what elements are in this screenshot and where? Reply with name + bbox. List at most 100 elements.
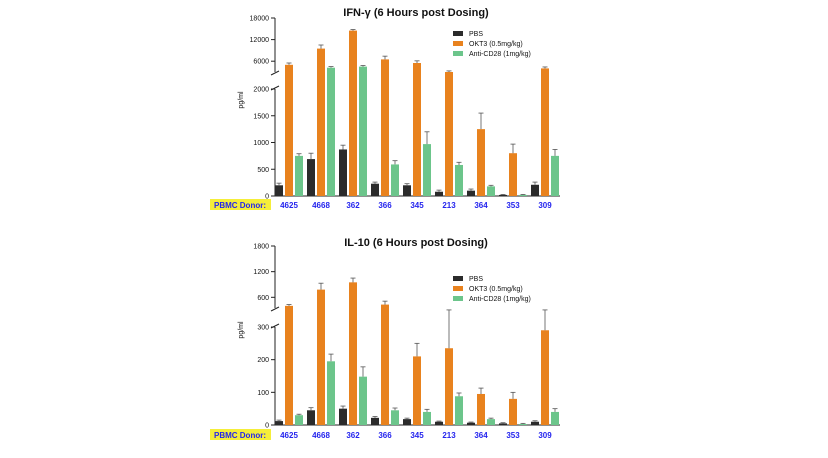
bar-pbs	[371, 417, 379, 425]
x-axis-label: PBMC Donor:	[214, 431, 266, 440]
x-tick-label: 4668	[312, 431, 330, 440]
bar-anti-cd28	[455, 396, 463, 425]
x-tick-label: 364	[474, 201, 488, 210]
bar-anti-cd28	[359, 66, 367, 196]
bar-pbs	[339, 149, 347, 196]
bar-okt3	[509, 398, 517, 425]
legend-label-anti-cd28: Anti-CD28 (1mg/kg)	[469, 296, 531, 303]
bar-anti-cd28	[519, 194, 527, 196]
bar-okt3	[413, 356, 421, 425]
bar-pbs	[275, 421, 283, 425]
bar-pbs	[307, 159, 315, 196]
bar-okt3	[509, 153, 517, 196]
il-10-chart: IL-10 (6 Hours post Dosing) pg/ml 0 100 200 3…	[210, 237, 560, 440]
x-tick-label: 345	[410, 431, 424, 440]
x-tick-label: 4625	[280, 201, 298, 210]
bar-okt3	[477, 129, 485, 196]
bar-pbs	[403, 185, 411, 196]
x-tick-label: 366	[378, 431, 392, 440]
legend-swatch-anti-cd28	[453, 51, 463, 56]
legend-swatch-okt3	[453, 286, 463, 291]
y-tick-label: 1200	[253, 269, 269, 276]
bar-anti-cd28	[327, 361, 335, 425]
x-tick-label: 4668	[312, 201, 330, 210]
bar-pbs	[467, 190, 475, 196]
bar-okt3	[381, 59, 389, 197]
bar-okt3	[541, 68, 549, 196]
bar-okt3	[445, 348, 453, 425]
bar-pbs	[435, 191, 443, 196]
bar-pbs	[499, 194, 507, 196]
bar-anti-cd28	[487, 186, 495, 196]
legend-swatch-anti-cd28	[453, 296, 463, 301]
bar-okt3	[285, 305, 293, 425]
legend-label-pbs: PBS	[469, 276, 483, 283]
axis-break-mark	[270, 70, 280, 76]
y-tick-label: 500	[257, 167, 269, 174]
x-tick-label: 345	[410, 201, 424, 210]
bar-anti-cd28	[455, 164, 463, 196]
y-tick-label: 1500	[253, 113, 269, 120]
x-tick-label: 4625	[280, 431, 298, 440]
bar-okt3	[381, 304, 389, 425]
bar-okt3	[349, 30, 357, 196]
legend-label-okt3: OKT3 (0.5mg/kg)	[469, 41, 523, 48]
y-axis-label: pg/ml	[238, 91, 245, 109]
bar-okt3	[445, 72, 453, 196]
bar-okt3	[477, 393, 485, 425]
bar-anti-cd28	[359, 376, 367, 425]
y-tick-label: 0	[265, 423, 269, 430]
bar-anti-cd28	[327, 67, 335, 197]
bar-anti-cd28	[391, 410, 399, 425]
bar-pbs	[275, 185, 283, 196]
bar-pbs	[371, 183, 379, 196]
y-tick-label: 100	[257, 390, 269, 397]
y-tick-label: 600	[257, 295, 269, 302]
bar-anti-cd28	[391, 164, 399, 196]
y-tick-label: 300	[257, 325, 269, 332]
x-tick-label: 213	[442, 431, 456, 440]
bar-pbs	[467, 422, 475, 425]
x-tick-label: 362	[346, 431, 360, 440]
y-tick-label: 2000	[253, 87, 269, 94]
x-tick-label: 353	[506, 201, 520, 210]
legend-label-okt3: OKT3 (0.5mg/kg)	[469, 286, 523, 293]
x-tick-label: 309	[538, 431, 552, 440]
bar-anti-cd28	[551, 155, 559, 196]
y-axis-label: pg/ml	[238, 321, 245, 339]
bar-pbs	[307, 410, 315, 425]
bar-anti-cd28	[423, 411, 431, 425]
bar-pbs	[531, 421, 539, 425]
bar-anti-cd28	[487, 419, 495, 425]
bar-okt3	[349, 282, 357, 425]
legend-label-anti-cd28: Anti-CD28 (1mg/kg)	[469, 51, 531, 58]
y-tick-label: 12000	[250, 37, 270, 44]
x-tick-label: 353	[506, 431, 520, 440]
y-tick-label: 1800	[253, 244, 269, 251]
bar-okt3	[541, 330, 549, 425]
x-tick-label: 309	[538, 201, 552, 210]
bar-anti-cd28	[295, 155, 303, 196]
bar-pbs	[435, 421, 443, 425]
bar-pbs	[531, 184, 539, 196]
donor-label-highlight	[210, 429, 271, 440]
x-tick-label: 364	[474, 431, 488, 440]
x-axis-label: PBMC Donor:	[214, 201, 266, 210]
donor-label-highlight	[210, 199, 271, 210]
bar-okt3	[317, 48, 325, 196]
bar-okt3	[413, 63, 421, 196]
bar-anti-cd28	[295, 415, 303, 425]
bar-anti-cd28	[519, 424, 527, 425]
ifn-gamma-chart: IFN-γ (6 Hours post Dosing) pg/ml 0 500 1000…	[210, 7, 560, 210]
bar-anti-cd28	[551, 411, 559, 425]
y-tick-label: 200	[257, 357, 269, 364]
x-tick-label: 213	[442, 201, 456, 210]
y-tick-label: 18000	[250, 16, 270, 23]
bar-anti-cd28	[423, 144, 431, 196]
bar-pbs	[339, 408, 347, 425]
bar-pbs	[499, 423, 507, 425]
y-tick-label: 6000	[253, 59, 269, 66]
chart-title: IL-10 (6 Hours post Dosing)	[344, 237, 488, 249]
x-tick-label: 362	[346, 201, 360, 210]
